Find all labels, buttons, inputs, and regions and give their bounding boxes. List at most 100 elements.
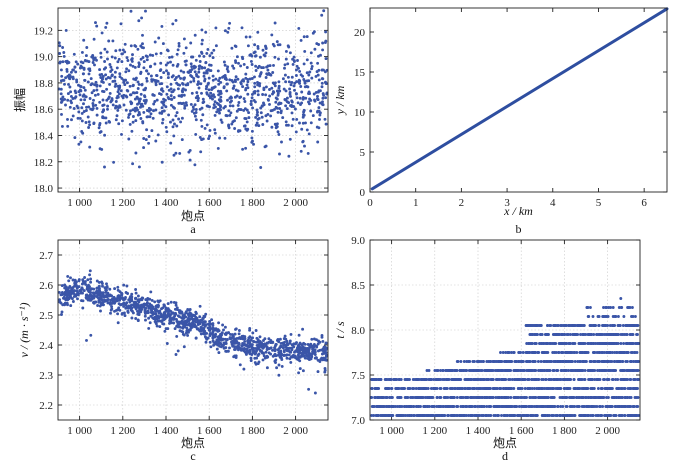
data-point [199, 326, 203, 329]
data-point [81, 131, 85, 135]
y-tick-label: 18.4 [34, 130, 54, 142]
data-point [201, 327, 205, 331]
data-point [74, 70, 78, 74]
data-point [636, 387, 639, 390]
data-point [219, 105, 223, 109]
data-point [139, 57, 143, 61]
data-point [425, 369, 429, 372]
data-point [151, 93, 155, 97]
data-point [175, 124, 179, 128]
data-point [267, 347, 271, 351]
data-point [117, 122, 121, 126]
data-point [158, 69, 162, 73]
data-point [58, 300, 62, 304]
data-point [556, 405, 560, 408]
data-point [211, 56, 215, 60]
data-point [140, 16, 144, 20]
data-point [120, 76, 124, 80]
data-point [109, 311, 112, 315]
data-point [173, 122, 176, 126]
data-point [324, 122, 328, 126]
data-point [298, 96, 302, 100]
data-point [145, 55, 149, 59]
y-tick-label: 8.0 [351, 325, 365, 337]
data-point [90, 82, 94, 86]
data-point [203, 329, 207, 333]
data-point [313, 349, 317, 353]
data-point [278, 152, 281, 156]
y-tick-label: 7.0 [351, 415, 365, 427]
data-point [430, 378, 434, 381]
data-point [262, 351, 265, 355]
data-point [125, 88, 129, 92]
data-point [134, 151, 138, 155]
y-tick-label: 20 [354, 27, 366, 39]
data-point [184, 46, 188, 50]
data-point [123, 314, 127, 318]
data-point [301, 369, 305, 373]
data-point [512, 351, 516, 354]
data-point [557, 351, 561, 354]
data-point [86, 115, 90, 119]
panel-d: 1 000 1 200 1 400 1 600 1 800 2 0007.07.58.08… [333, 235, 641, 463]
data-point [219, 95, 223, 99]
data-point [310, 337, 314, 341]
data-point [310, 67, 314, 71]
data-point [186, 333, 190, 337]
data-point [214, 340, 218, 344]
data-point [164, 105, 168, 109]
data-point [103, 47, 107, 51]
data-point [136, 299, 140, 303]
data-point [300, 127, 304, 131]
data-point [217, 79, 221, 83]
data-point [214, 332, 218, 336]
data-point [217, 82, 221, 86]
data-point [298, 69, 302, 73]
data-point [136, 80, 140, 84]
data-point [145, 58, 149, 62]
data-point [268, 94, 272, 98]
y-tick-label: 7.5 [351, 370, 365, 382]
data-point [128, 300, 132, 304]
data-point [533, 360, 537, 363]
data-point [192, 107, 196, 111]
data-point [67, 73, 71, 77]
data-point [163, 98, 167, 102]
data-point [130, 297, 134, 301]
data-point [244, 72, 248, 76]
data-point [443, 414, 447, 417]
data-point [294, 74, 298, 77]
data-point [187, 313, 191, 317]
data-point [411, 396, 415, 399]
data-point [133, 65, 137, 69]
data-point [296, 101, 300, 105]
data-point [620, 306, 624, 309]
data-point [114, 82, 118, 86]
data-point [284, 49, 288, 53]
data-point [302, 35, 306, 39]
data-point [166, 302, 170, 306]
data-point [131, 108, 135, 112]
data-point [100, 282, 104, 285]
data-point [60, 313, 63, 316]
data-point [215, 110, 219, 114]
data-point [59, 100, 63, 104]
data-point [499, 387, 503, 390]
data-point [104, 121, 108, 125]
data-point [195, 91, 199, 95]
y-tick-label: 15 [354, 67, 366, 79]
data-point [452, 405, 456, 408]
data-point [461, 405, 465, 408]
data-point [207, 88, 211, 92]
y-axis-label: y / km [333, 85, 347, 115]
data-point [149, 112, 153, 116]
data-point [397, 387, 401, 390]
data-point [257, 360, 261, 364]
data-point [289, 83, 293, 87]
data-point [480, 369, 484, 372]
data-point [526, 414, 530, 417]
data-point [97, 284, 101, 288]
data-point [635, 351, 639, 354]
data-point [118, 308, 122, 312]
data-point [240, 344, 244, 348]
